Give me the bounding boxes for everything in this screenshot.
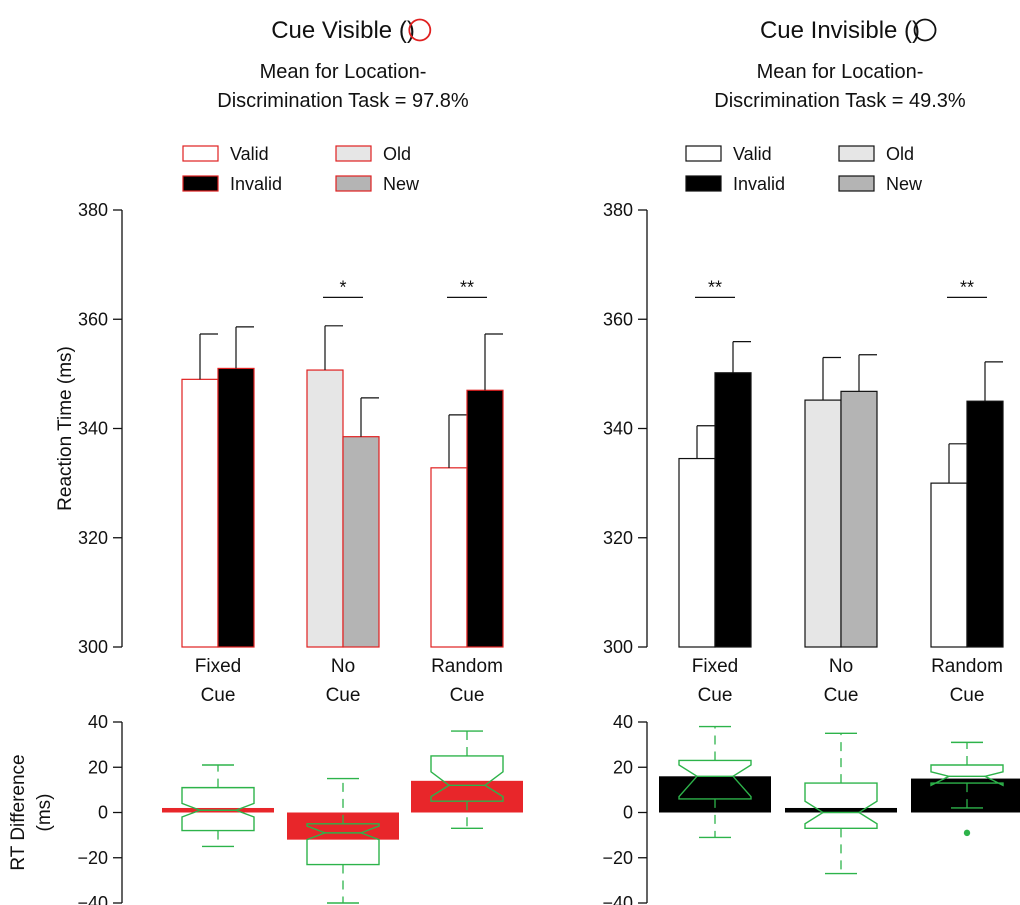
legend-label: Valid [230,144,269,164]
legend-swatch [335,145,372,162]
legend-label: Invalid [733,174,785,194]
bar-valid [181,378,219,648]
bar-valid [678,457,716,648]
panel-title: Cue Invisible () [760,17,920,44]
panel-invisible: Cue Invisible () Mean for Location- Discri… [602,17,1020,905]
panel-subtitle-line: Discrimination Task = 97.8% [217,90,469,112]
panel-subtitle-line: Mean for Location- [757,61,924,83]
diff-y-tick-label: 0 [623,803,633,823]
y-tick-label: 300 [603,637,633,657]
y-tick-label: 300 [78,637,108,657]
bar-old [306,369,344,648]
category-label: Cue [824,685,859,706]
category-label: Cue [950,685,985,706]
bar-new [840,390,878,648]
notched-box [804,782,878,830]
y-axis-label: Reaction Time (ms) [55,346,76,511]
y-tick-label: 320 [78,528,108,548]
panel-title-text: Cue Invisible ( [760,17,912,44]
legend-swatch [182,175,219,192]
category-label: Cue [201,685,236,706]
notched-box [181,786,255,832]
category-label: Cue [698,685,733,706]
y-tick-label: 360 [78,309,108,329]
legend-label: Invalid [230,174,282,194]
diff-y-tick-label: 40 [88,712,108,732]
bar-invalid [966,400,1004,648]
notched-box [430,755,504,802]
diff-y-tick-label: 0 [98,803,108,823]
panel-visible: Cue Visible () Mean for Location- Discrimi… [8,17,523,905]
diff-y-tick-label: 20 [88,757,108,777]
title-circle-icon [408,18,432,42]
category-label: Cue [326,685,361,706]
legend-swatch [685,145,722,162]
y-tick-label: 380 [603,200,633,220]
panel-title-close: ) [912,17,920,44]
legend-label: Old [383,144,411,164]
category-label: No [829,656,853,677]
diff-y-tick-label: −20 [602,848,633,868]
bar-new [342,436,380,648]
category-label: Fixed [195,656,241,677]
significance-label: ** [708,277,722,297]
legend-swatch [685,175,722,192]
diff-y-tick-label: −20 [77,848,108,868]
y-tick-label: 380 [78,200,108,220]
panel-subtitle-line: Mean for Location- [260,61,427,83]
notched-box [678,759,752,800]
notched-box [306,823,380,866]
legend-swatch [182,145,219,162]
diff-y-tick-label: −40 [602,893,633,905]
category-label: No [331,656,355,677]
category-label: Random [931,656,1003,677]
legend-swatch [838,145,875,162]
diff-y-axis-label: (ms) [34,794,55,832]
category-label: Fixed [692,656,738,677]
y-tick-label: 320 [603,528,633,548]
significance-label: * [339,277,346,297]
panel-subtitle-line: Discrimination Task = 49.3% [714,90,966,112]
legend-swatch [335,175,372,192]
y-tick-label: 340 [603,419,633,439]
significance-label: ** [460,277,474,297]
panel-title: Cue Visible () [271,17,415,44]
diff-y-tick-label: 40 [613,712,633,732]
significance-label: ** [960,277,974,297]
bar-invalid [714,372,752,648]
bar-invalid [217,367,255,648]
bar-invalid [466,389,504,648]
y-tick-label: 340 [78,419,108,439]
bar-valid [930,482,968,648]
diff-y-tick-label: −40 [77,893,108,905]
legend-swatch [838,175,875,192]
bar-valid [430,467,468,648]
legend-label: New [383,174,420,194]
category-label: Random [431,656,503,677]
legend-label: Valid [733,144,772,164]
diff-bar [785,807,897,813]
title-circle-icon [913,18,937,42]
bar-old [804,399,842,648]
outlier-point [963,829,971,837]
legend-label: New [886,174,923,194]
y-tick-label: 360 [603,309,633,329]
legend-label: Old [886,144,914,164]
notched-box [930,764,1004,787]
panel-title-close: ) [407,17,415,44]
diff-y-axis-label: RT Difference [8,754,29,870]
category-label: Cue [450,685,485,706]
diff-y-tick-label: 20 [613,757,633,777]
panel-title-text: Cue Visible ( [271,17,407,44]
